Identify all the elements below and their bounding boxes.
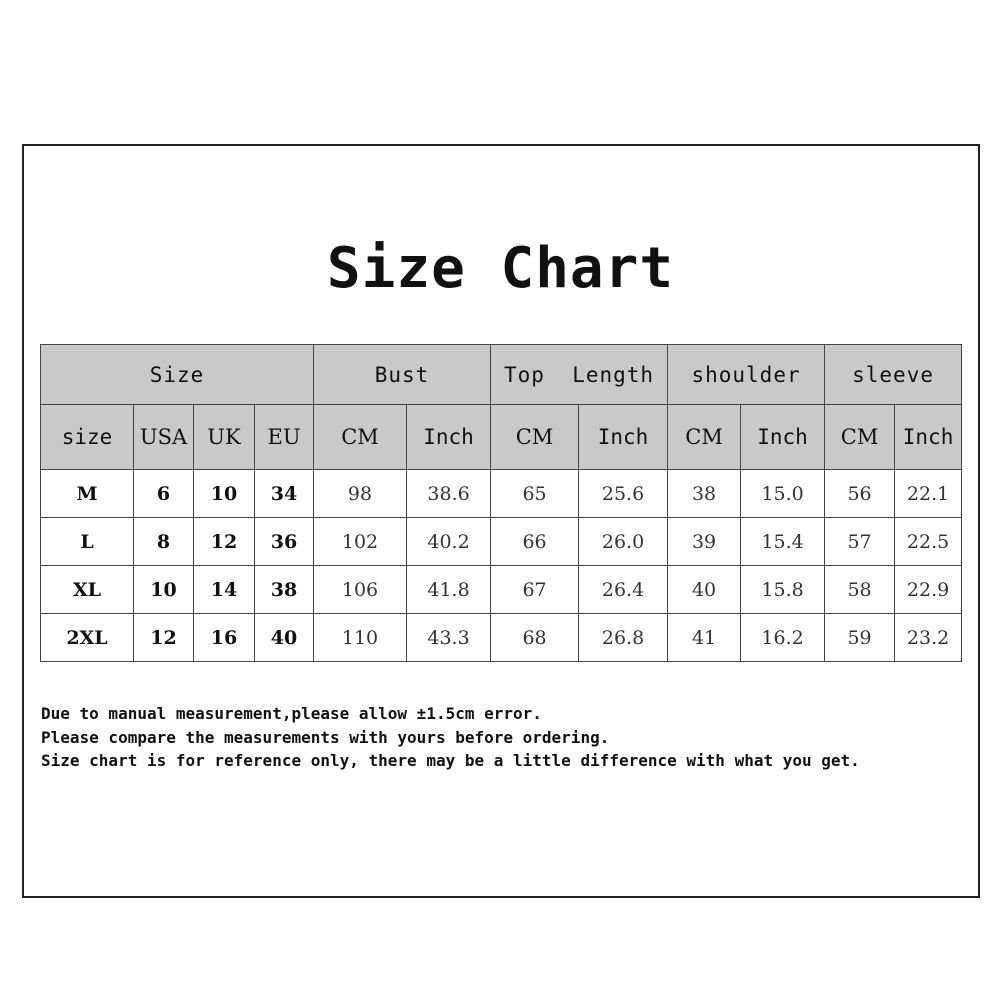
group-header-cell: Top Length [490, 344, 669, 405]
notes: Due to manual measurement,please allow ±… [41, 702, 860, 773]
table-cell: 10 [133, 565, 194, 614]
sub-header-cell: CM [490, 404, 580, 470]
table-cell: 14 [193, 565, 255, 614]
table-cell: 40 [253, 613, 315, 662]
table-cell: 40 [667, 565, 742, 614]
table-cell: 110 [313, 613, 408, 662]
size-table: Size Bust Top Length shoulder sleeve size USA U… [39, 344, 963, 662]
chart-frame [22, 144, 980, 898]
table-cell: 22.9 [894, 565, 963, 614]
group-header-cell: shoulder [667, 344, 826, 405]
table-cell: 34 [253, 469, 315, 518]
note-line: Please compare the measurements with you… [41, 727, 610, 747]
table-cell: 40.2 [406, 517, 492, 566]
table-cell: 38.6 [406, 469, 492, 518]
table-cell: 41 [667, 613, 742, 662]
table-cell: 66 [490, 517, 580, 566]
sub-header-cell: Inch [578, 404, 669, 470]
table-row: M 6 10 34 98 38.6 65 25.6 38 15.0 56 22.1 [40, 469, 963, 518]
group-header-row: Size Bust Top Length shoulder sleeve [39, 344, 963, 405]
group-header-cell: Size [39, 344, 315, 405]
table-cell: 98 [313, 469, 408, 518]
table-cell: 38 [667, 469, 742, 518]
table-cell: 25.6 [578, 469, 669, 518]
sub-header-cell: Inch [894, 404, 963, 470]
table-cell: 67 [490, 565, 580, 614]
table-cell: L [40, 517, 134, 566]
sub-header-cell: size [40, 404, 134, 470]
table-cell: 22.5 [894, 517, 963, 566]
table-cell: 39 [667, 517, 742, 566]
table-cell: 102 [313, 517, 408, 566]
note-line: Due to manual measurement,please allow ±… [41, 704, 542, 723]
sub-header-row: size USA UK EU CM Inch CM Inch CM Inch CM Inch [40, 404, 963, 470]
table-cell: 38 [253, 565, 315, 614]
table-cell: M [40, 469, 134, 518]
sub-header-cell: CM [824, 404, 896, 470]
table-cell: 15.8 [740, 565, 826, 614]
sub-header-cell: CM [313, 404, 408, 470]
table-cell: 6 [133, 469, 194, 518]
sub-header-cell: Inch [740, 404, 826, 470]
table-cell: 10 [193, 469, 255, 518]
table-cell: 12 [133, 613, 194, 662]
table-cell: 106 [313, 565, 408, 614]
group-header-cell: sleeve [824, 344, 963, 405]
sub-header-cell: CM [667, 404, 742, 470]
table-cell: XL [40, 565, 134, 614]
sub-header-cell: Inch [406, 404, 492, 470]
sub-header-cell: UK [193, 404, 255, 470]
sub-header-cell: USA [133, 404, 194, 470]
table-cell: 56 [824, 469, 896, 518]
table-cell: 15.0 [740, 469, 826, 518]
note-line: Size chart is for reference only, there … [41, 751, 860, 770]
table-row: 2XL 12 16 40 110 43.3 68 26.8 41 16.2 59 23.2 [40, 613, 963, 662]
group-header-cell: Bust [313, 344, 492, 405]
page-title: Size Chart [326, 236, 675, 301]
table-cell: 41.8 [406, 565, 492, 614]
table-cell: 58 [824, 565, 896, 614]
table-cell: 26.4 [578, 565, 669, 614]
table-cell: 59 [824, 613, 896, 662]
table-cell: 8 [133, 517, 194, 566]
table-cell: 2XL [40, 613, 134, 662]
table-cell: 65 [490, 469, 580, 518]
table-cell: 57 [824, 517, 896, 566]
table-row: XL 10 14 38 106 41.8 67 26.4 40 15.8 58 22.9 [40, 565, 963, 614]
table-cell: 68 [490, 613, 580, 662]
table-cell: 16.2 [740, 613, 826, 662]
table-cell: 36 [253, 517, 315, 566]
table-cell: 22.1 [894, 469, 963, 518]
table-cell: 16 [193, 613, 255, 662]
table-cell: 26.0 [578, 517, 669, 566]
table-cell: 15.4 [740, 517, 826, 566]
table-cell: 23.2 [894, 613, 963, 662]
sub-header-cell: EU [253, 404, 315, 470]
table-cell: 26.8 [578, 613, 669, 662]
table-row: L 8 12 36 102 40.2 66 26.0 39 15.4 57 22.5 [40, 517, 963, 566]
table-cell: 43.3 [406, 613, 492, 662]
table-cell: 12 [193, 517, 255, 566]
